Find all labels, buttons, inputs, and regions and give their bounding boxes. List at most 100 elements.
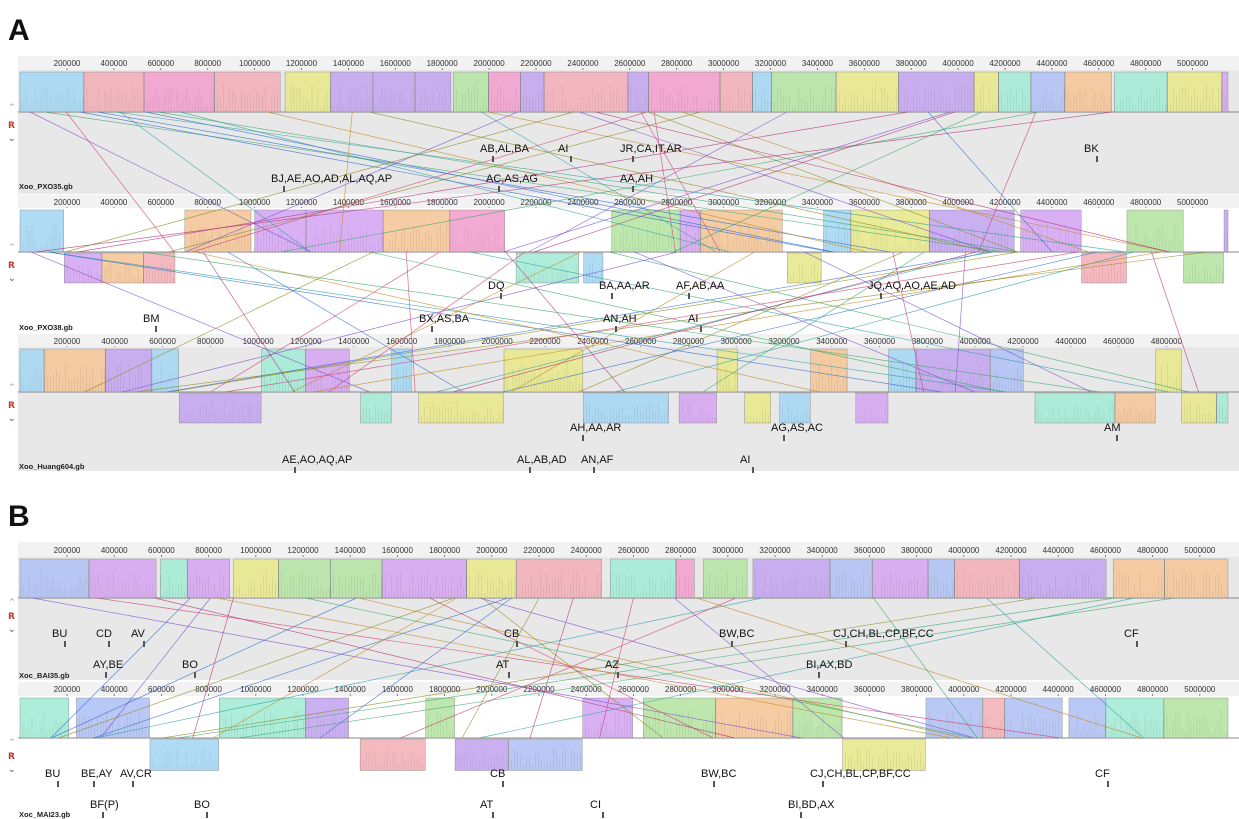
lcb-connector xyxy=(267,111,868,253)
tick-label: 4200000 xyxy=(995,546,1027,555)
lcb-connector xyxy=(452,251,977,393)
reverse-r-icon[interactable]: R xyxy=(8,752,15,762)
chevron-down-icon[interactable]: ⌄ xyxy=(8,625,16,635)
lcb-block xyxy=(466,558,517,599)
lcb-block xyxy=(1068,697,1106,739)
tick-label: 1400000 xyxy=(333,59,365,68)
annotations-a3: AH,AA,AR AG,AS,AC AM AE,AO,AQ,AP AL,AB,A… xyxy=(282,422,1121,473)
annotation-label: CF xyxy=(1124,628,1139,640)
reverse-r-icon[interactable]: R xyxy=(8,261,15,271)
tick-label: 1600000 xyxy=(382,685,414,694)
annotation-label: BO xyxy=(194,799,210,811)
reverse-r-icon[interactable]: R xyxy=(8,401,15,411)
annotation-label: AM xyxy=(1104,422,1121,434)
tick-label: 600000 xyxy=(148,685,175,694)
track-controls-a2[interactable]: ⌃ R ⌄ xyxy=(8,243,16,284)
reverse-r-icon[interactable]: R xyxy=(8,612,15,622)
annotation-label: AN,AH xyxy=(603,313,637,325)
lcb-block xyxy=(982,697,1005,739)
lcb-block xyxy=(214,71,281,113)
annotation-label: AA,AH xyxy=(620,173,653,185)
lcb-block xyxy=(19,348,45,393)
panel-a-genome-3: 200000 400000 600000 800000 1000000 1200000 14… xyxy=(8,334,1239,471)
lcb-block xyxy=(610,558,676,599)
lcb-connector xyxy=(84,251,374,393)
lcb-block xyxy=(792,697,843,739)
tick-label: 2600000 xyxy=(614,59,646,68)
genome-label-huang604: Xoo_Huang604.gb xyxy=(19,462,85,471)
annotation-label: BO xyxy=(182,659,198,671)
lcb-connector xyxy=(502,251,1097,393)
tick-label: 2400000 xyxy=(567,59,599,68)
chevron-up-icon[interactable]: ⌃ xyxy=(8,598,16,608)
annotation-label: AT xyxy=(480,799,494,811)
tick-label: 2800000 xyxy=(665,685,697,694)
annotation-label: BU xyxy=(52,628,67,640)
annotation-marker xyxy=(602,812,604,818)
track-controls-b2[interactable]: ⌃ R ⌄ xyxy=(8,738,16,775)
annotation-marker xyxy=(1116,435,1118,441)
lcb-block xyxy=(974,71,999,113)
lcb-block xyxy=(83,71,144,113)
lcb-connector xyxy=(480,111,717,253)
lcb-block xyxy=(187,558,230,599)
chevron-down-icon[interactable]: ⌄ xyxy=(8,274,16,284)
tick-label: 1000000 xyxy=(243,337,275,346)
lcb-block xyxy=(233,558,279,599)
annotation-label: AI xyxy=(688,313,698,325)
reverse-r-icon[interactable]: R xyxy=(8,121,15,131)
lcb-block xyxy=(1155,348,1182,393)
annotation-marker xyxy=(294,467,296,473)
annotation-marker xyxy=(102,812,104,818)
lcb-block xyxy=(810,348,848,393)
lcb-block xyxy=(583,392,669,424)
lcb-connector xyxy=(51,597,357,739)
lcb-block xyxy=(488,71,521,113)
track-controls-a1[interactable]: ⌃ R ⌄ xyxy=(8,103,16,144)
track-controls-b1[interactable]: ⌃ R ⌄ xyxy=(8,598,16,635)
tick-label: 1600000 xyxy=(386,337,418,346)
annotation-marker xyxy=(132,781,134,787)
lcb-block xyxy=(898,71,974,113)
chevron-down-icon[interactable]: ⌄ xyxy=(8,765,16,775)
chevron-up-icon[interactable]: ⌃ xyxy=(8,738,16,748)
lcb-block xyxy=(330,71,373,113)
tick-label: 4000000 xyxy=(960,337,992,346)
chevron-up-icon[interactable]: ⌃ xyxy=(8,103,16,113)
lcb-connector xyxy=(225,251,1078,393)
tick-label: 5000000 xyxy=(1177,198,1209,207)
chevron-down-icon[interactable]: ⌄ xyxy=(8,414,16,424)
lcb-connector xyxy=(291,251,581,393)
tick-label: 1800000 xyxy=(429,546,461,555)
lcb-connector xyxy=(634,251,975,393)
chevron-up-icon[interactable]: ⌃ xyxy=(8,243,16,253)
annotation-label: BJ,AE,AO,AD,AL,AQ,AP xyxy=(271,173,392,185)
track-controls-a3[interactable]: ⌃ R ⌄ xyxy=(8,383,16,424)
lcb-connector xyxy=(95,597,762,739)
lcb-connector xyxy=(162,597,1037,739)
lcb-connector xyxy=(481,597,664,739)
chevron-up-icon[interactable]: ⌃ xyxy=(8,383,16,393)
annotation-label: BA,AA,AR xyxy=(599,280,650,292)
tick-label: 200000 xyxy=(54,59,81,68)
lcb-block xyxy=(382,558,467,599)
tick-label: 600000 xyxy=(147,198,174,207)
tick-label: 3000000 xyxy=(708,59,740,68)
annotation-marker xyxy=(593,467,595,473)
tick-label: 2000000 xyxy=(476,546,508,555)
annotation-marker xyxy=(508,672,510,678)
lcb-block xyxy=(305,348,350,393)
lcb-connector xyxy=(58,597,454,739)
tick-label: 400000 xyxy=(101,198,128,207)
tick-label: 2200000 xyxy=(523,546,555,555)
lcb-connector xyxy=(429,597,714,739)
tick-label: 3000000 xyxy=(708,198,740,207)
chevron-down-icon[interactable]: ⌄ xyxy=(8,134,16,144)
lcb-block xyxy=(1030,71,1065,113)
lcb-block xyxy=(305,209,384,253)
lcb-blocks-a3 xyxy=(19,348,1229,424)
lcb-block xyxy=(855,392,889,424)
annotation-label: BM xyxy=(143,313,160,325)
tick-label: 2600000 xyxy=(618,546,650,555)
lcb-block xyxy=(752,558,830,599)
